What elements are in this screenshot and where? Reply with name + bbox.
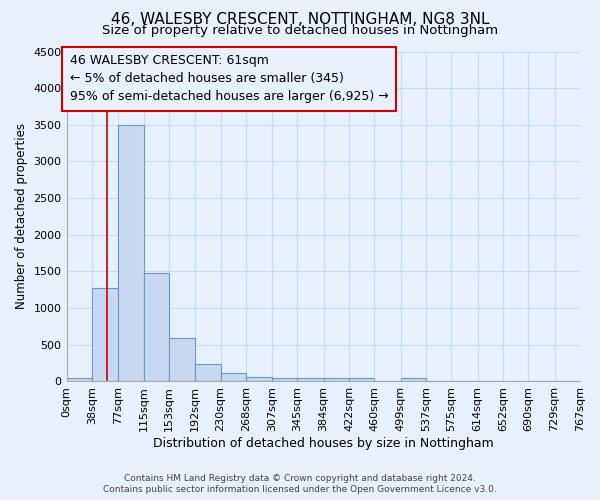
Text: 46 WALESBY CRESCENT: 61sqm
← 5% of detached houses are smaller (345)
95% of semi: 46 WALESBY CRESCENT: 61sqm ← 5% of detac… [70, 54, 389, 104]
X-axis label: Distribution of detached houses by size in Nottingham: Distribution of detached houses by size … [153, 437, 494, 450]
Bar [143, 273, 169, 382]
Y-axis label: Number of detached properties: Number of detached properties [15, 124, 28, 310]
Bar [246, 376, 272, 382]
Bar [401, 378, 426, 382]
Bar [67, 378, 92, 382]
Bar [118, 125, 143, 382]
Bar [195, 364, 221, 382]
Bar [349, 378, 374, 382]
Text: Size of property relative to detached houses in Nottingham: Size of property relative to detached ho… [102, 24, 498, 37]
Text: Contains HM Land Registry data © Crown copyright and database right 2024.
Contai: Contains HM Land Registry data © Crown c… [103, 474, 497, 494]
Text: 46, WALESBY CRESCENT, NOTTINGHAM, NG8 3NL: 46, WALESBY CRESCENT, NOTTINGHAM, NG8 3N… [111, 12, 489, 28]
Bar [298, 378, 323, 382]
Bar [323, 378, 349, 382]
Bar [272, 378, 298, 382]
Bar [221, 373, 246, 382]
Bar [169, 338, 195, 382]
Bar [92, 288, 118, 382]
